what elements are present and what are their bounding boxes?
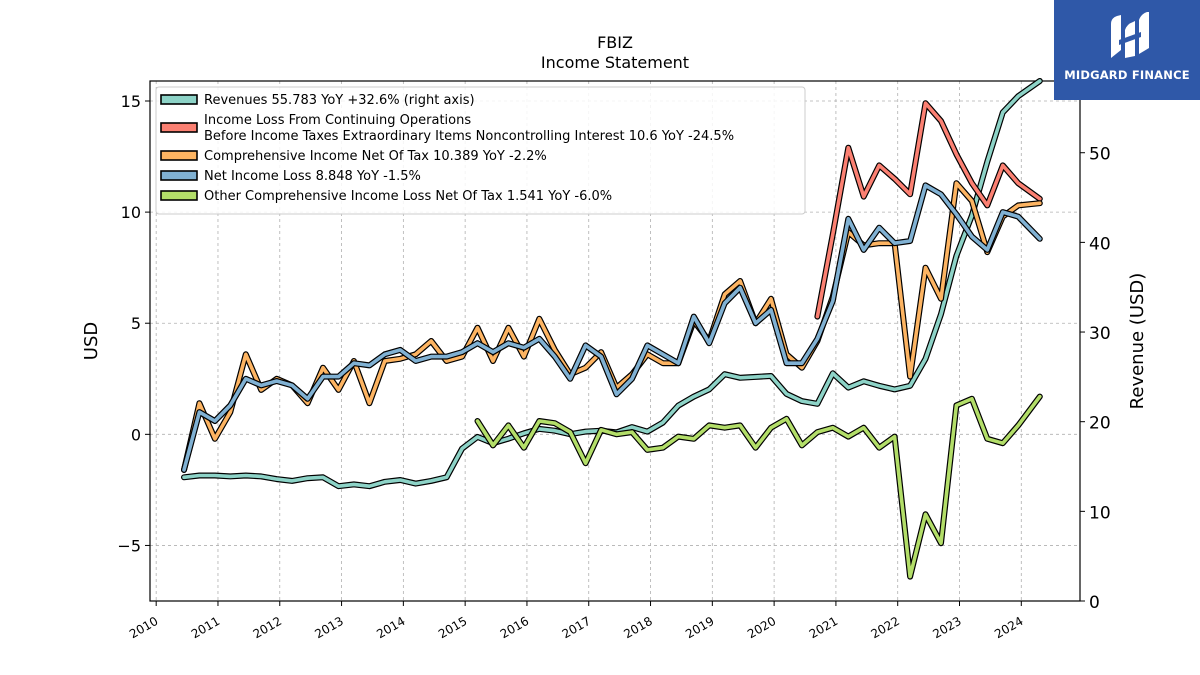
brand-logo: MIDGARD FINANCE (1054, 0, 1200, 100)
legend-swatch-4 (160, 190, 198, 201)
xtick-label: 2011 (189, 614, 222, 641)
chart-subtitle: Income Statement (541, 53, 689, 72)
xtick-label: 2014 (374, 614, 407, 641)
xtick-label: 2019 (683, 614, 716, 641)
legend: Revenues 55.783 YoY +32.6% (right axis) I… (155, 86, 806, 215)
y2-axis-label: Revenue (USD) (1127, 273, 1148, 410)
series-outline-1 (814, 100, 1043, 320)
legend-swatch-1 (160, 122, 198, 133)
legend-label-4: Other Comprehensive Income Loss Net Of T… (204, 189, 612, 204)
y2tick-label: 50 (1089, 145, 1111, 165)
y2tick-label: 20 (1089, 414, 1111, 434)
legend-label-3: Net Income Loss 8.848 YoY -1.5% (204, 169, 421, 184)
xtick-label: 2023 (930, 614, 963, 641)
legend-swatch-3 (160, 170, 198, 181)
legend-label-2: Comprehensive Income Net Of Tax 10.389 Y… (204, 149, 547, 164)
legend-label-0: Revenues 55.783 YoY +32.6% (right axis) (204, 93, 475, 108)
ytick-label: −5 (117, 536, 141, 555)
ytick-label: 10 (121, 203, 141, 222)
xtick-label: 2012 (251, 614, 284, 641)
y2tick-label: 40 (1089, 234, 1111, 254)
legend-box (155, 86, 806, 215)
series-line-1 (815, 101, 1042, 319)
series-line-4 (475, 394, 1042, 579)
y-axis-label: USD (81, 322, 102, 360)
y2tick-label: 10 (1089, 503, 1111, 523)
xtick-label: 2020 (745, 614, 778, 641)
y2tick-label: 0 (1089, 593, 1100, 613)
ytick-label: 5 (131, 314, 141, 333)
xtick-label: 2018 (621, 614, 654, 641)
brand-name: MIDGARD FINANCE (1064, 68, 1190, 82)
xtick-label: 2024 (992, 614, 1025, 641)
plot-frame (149, 80, 1081, 602)
legend-swatch-2 (160, 150, 198, 161)
xtick-label: 2013 (312, 614, 345, 641)
legend-swatch-0 (160, 94, 198, 105)
xtick-label: 2015 (436, 614, 469, 641)
chart-title: FBIZ (597, 33, 633, 52)
y2tick-label: 30 (1089, 324, 1111, 344)
xtick-label: 2010 (127, 614, 160, 641)
xtick-label: 2016 (498, 614, 531, 641)
series-layer (181, 78, 1043, 580)
xtick-label: 2022 (869, 614, 902, 641)
series-line-3 (182, 183, 1042, 472)
ytick-label: 0 (131, 425, 141, 444)
xtick-label: 2021 (807, 614, 840, 641)
series-outline-3 (181, 182, 1043, 473)
ytick-label: 15 (121, 92, 141, 111)
midgard-logo-icon (1111, 12, 1149, 58)
legend-label-1: Income Loss From Continuing Operations Be… (204, 113, 734, 144)
xtick-label: 2017 (560, 614, 593, 641)
